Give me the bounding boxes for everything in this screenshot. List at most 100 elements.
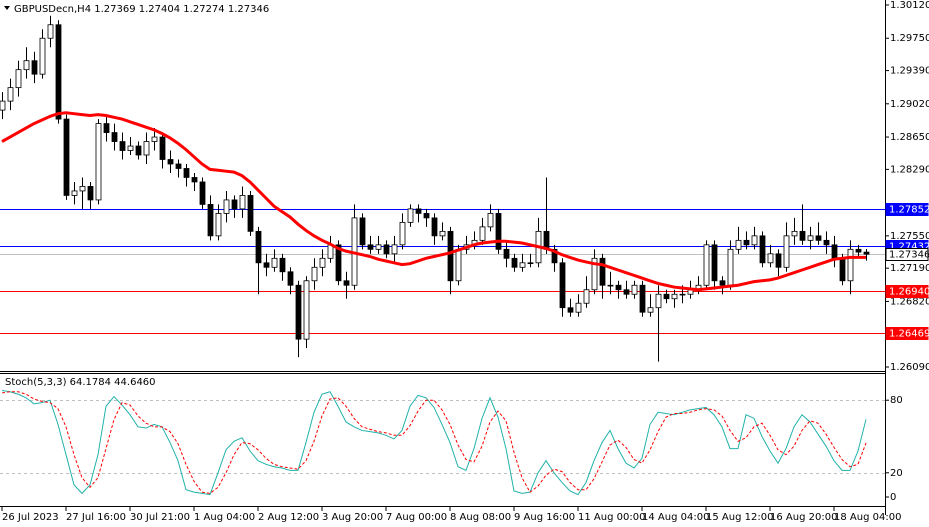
candle-body xyxy=(63,118,70,196)
candle-body xyxy=(599,257,606,286)
candle-body xyxy=(759,235,766,264)
candle-body xyxy=(311,266,318,282)
candle-body xyxy=(127,145,134,151)
stochastic-line xyxy=(1,390,867,496)
price-level-box xyxy=(885,203,929,216)
x-tick-label: 8 Aug 08:00 xyxy=(450,512,511,523)
candle-body xyxy=(807,235,814,241)
x-tick-label: 27 Jul 16:00 xyxy=(66,512,126,523)
candle-body xyxy=(575,302,582,313)
candle-body xyxy=(183,168,190,178)
candle-body xyxy=(439,230,446,237)
price-level-label: 1.27852 xyxy=(889,205,929,216)
candle-body xyxy=(839,257,846,282)
candle-body xyxy=(287,271,294,286)
candle-body xyxy=(495,212,502,250)
candle-body xyxy=(0,100,6,111)
candle-body xyxy=(319,257,326,268)
price-level-label: 1.27432 xyxy=(889,242,929,253)
symbol-menu-icon[interactable] xyxy=(4,6,10,10)
x-tick-label: 26 Jul 2023 xyxy=(2,512,59,523)
candle-body xyxy=(511,257,518,268)
candle-body xyxy=(727,248,734,286)
candle-body xyxy=(103,123,110,133)
y-tick-label: 1.27190 xyxy=(890,263,929,274)
candle-body xyxy=(623,289,630,295)
candle-body xyxy=(263,262,270,268)
candle-body xyxy=(855,248,862,253)
candle-body xyxy=(167,159,174,165)
candle-body xyxy=(343,280,350,286)
candle-body xyxy=(455,248,462,282)
candle-body xyxy=(223,199,230,214)
y-tick-label: 80 xyxy=(890,395,903,406)
candle-body xyxy=(143,141,150,156)
price-level-label: 1.26469 xyxy=(889,329,929,340)
x-tick-label: 2 Aug 12:00 xyxy=(258,512,319,523)
candle-body xyxy=(671,293,678,300)
candle-body xyxy=(31,60,38,75)
candle-body xyxy=(391,244,398,255)
candle-body xyxy=(647,307,654,313)
candle-body xyxy=(735,239,742,250)
moving-average-line xyxy=(1,111,866,292)
candle-body xyxy=(199,181,206,205)
candle-body xyxy=(15,69,22,89)
price-level-box xyxy=(885,285,929,298)
stochastic-line xyxy=(1,391,867,494)
candle-body xyxy=(487,212,494,228)
candle-body xyxy=(383,244,390,255)
candle-body xyxy=(519,262,526,268)
candle-body xyxy=(783,235,790,268)
x-tick-label: 9 Aug 16:00 xyxy=(514,512,575,523)
candle-body xyxy=(559,262,566,309)
candle-body xyxy=(7,87,14,102)
candle-body xyxy=(399,221,406,246)
x-tick-label: 1 Aug 04:00 xyxy=(194,512,255,523)
candle-body xyxy=(751,235,758,246)
candle-body xyxy=(663,293,670,300)
candle-body xyxy=(719,280,726,286)
candle-body xyxy=(823,239,830,246)
candle-body xyxy=(775,253,782,268)
x-tick-label: 7 Aug 00:00 xyxy=(386,512,447,523)
price-level-box xyxy=(885,327,929,340)
candle-body xyxy=(567,307,574,313)
candle-body xyxy=(23,60,30,71)
candle-body xyxy=(767,253,774,264)
candle-body xyxy=(799,230,806,241)
candle-body xyxy=(255,230,262,264)
y-tick-label: 1.30120 xyxy=(890,0,929,11)
candle-body xyxy=(295,284,302,340)
candle-body xyxy=(791,230,798,237)
candle-body xyxy=(679,293,686,296)
candle-body xyxy=(367,244,374,250)
candle-body xyxy=(415,208,422,214)
candle-body xyxy=(71,190,78,196)
y-tick-label: 1.26090 xyxy=(890,362,929,373)
candle-body xyxy=(79,186,86,192)
candle-body xyxy=(847,248,854,282)
candle-body xyxy=(407,208,414,223)
candle-body xyxy=(119,141,126,151)
candle-body xyxy=(279,257,286,273)
candle-body xyxy=(631,284,638,295)
candle-body xyxy=(551,248,558,264)
candle-body xyxy=(47,24,54,39)
x-tick-label: 18 Aug 04:00 xyxy=(834,512,901,523)
chart-title: GBPUSDecn,H4 1.27369 1.27404 1.27274 1.2… xyxy=(14,4,269,15)
candle-body xyxy=(503,248,510,259)
y-tick-label: 0 xyxy=(890,492,896,503)
y-tick-label: 1.29020 xyxy=(890,99,929,110)
candle-body xyxy=(135,145,142,156)
candle-body xyxy=(247,195,254,232)
candle-body xyxy=(95,123,102,201)
price-level-box xyxy=(885,248,929,261)
candle-body xyxy=(375,244,382,250)
candle-body xyxy=(711,244,718,282)
candle-body xyxy=(447,230,454,282)
candle-body xyxy=(831,244,838,259)
